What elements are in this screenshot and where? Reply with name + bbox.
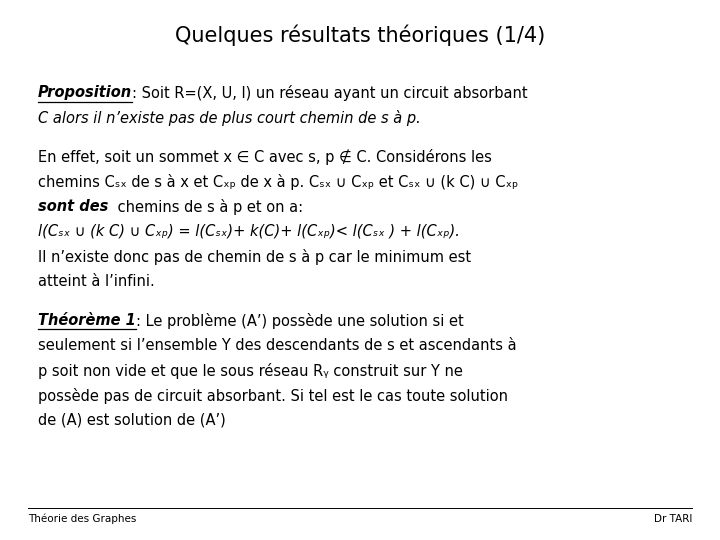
Text: chemins de s à p et on a:: chemins de s à p et on a:: [112, 199, 302, 215]
Text: Proposition: Proposition: [38, 85, 132, 100]
Text: En effet, soit un sommet x ∈ C avec s, p ∉ C. Considérons les: En effet, soit un sommet x ∈ C avec s, p…: [38, 148, 492, 165]
Text: de (A) est solution de (A’): de (A) est solution de (A’): [38, 413, 226, 428]
Text: : Soit R=(X, U, l) un réseau ayant un circuit absorbant: : Soit R=(X, U, l) un réseau ayant un ci…: [132, 85, 528, 101]
Text: atteint à l’infini.: atteint à l’infini.: [38, 274, 155, 289]
Text: Quelques résultats théoriques (1/4): Quelques résultats théoriques (1/4): [175, 25, 545, 46]
Text: Théorème 1: Théorème 1: [38, 313, 136, 327]
Text: C alors il n’existe pas de plus court chemin de s à p.: C alors il n’existe pas de plus court ch…: [38, 110, 420, 126]
Text: sont des: sont des: [38, 199, 109, 214]
Text: l(Cₛₓ ∪ (k C) ∪ Cₓₚ) = l(Cₛₓ)+ k(C)+ l(Cₓₚ)< l(Cₛₓ ) + l(Cₓₚ).: l(Cₛₓ ∪ (k C) ∪ Cₓₚ) = l(Cₛₓ)+ k(C)+ l(C…: [38, 224, 460, 239]
Text: possède pas de circuit absorbant. Si tel est le cas toute solution: possède pas de circuit absorbant. Si tel…: [38, 388, 508, 403]
Text: Dr TARI: Dr TARI: [654, 514, 692, 524]
Text: : Le problème (A’) possède une solution si et: : Le problème (A’) possède une solution …: [136, 313, 464, 328]
Text: seulement si l’ensemble Y des descendants de s et ascendants à: seulement si l’ensemble Y des descendant…: [38, 338, 517, 353]
Text: p soit non vide et que le sous réseau Rᵧ construit sur Y ne: p soit non vide et que le sous réseau Rᵧ…: [38, 362, 463, 379]
Text: chemins Cₛₓ de s à x et Cₓₚ de x à p. Cₛₓ ∪ Cₓₚ et Cₛₓ ∪ (k C) ∪ Cₓₚ: chemins Cₛₓ de s à x et Cₓₚ de x à p. Cₛ…: [38, 174, 518, 190]
Text: Théorie des Graphes: Théorie des Graphes: [28, 514, 136, 524]
Text: Il n’existe donc pas de chemin de s à p car le minimum est: Il n’existe donc pas de chemin de s à p …: [38, 249, 471, 265]
